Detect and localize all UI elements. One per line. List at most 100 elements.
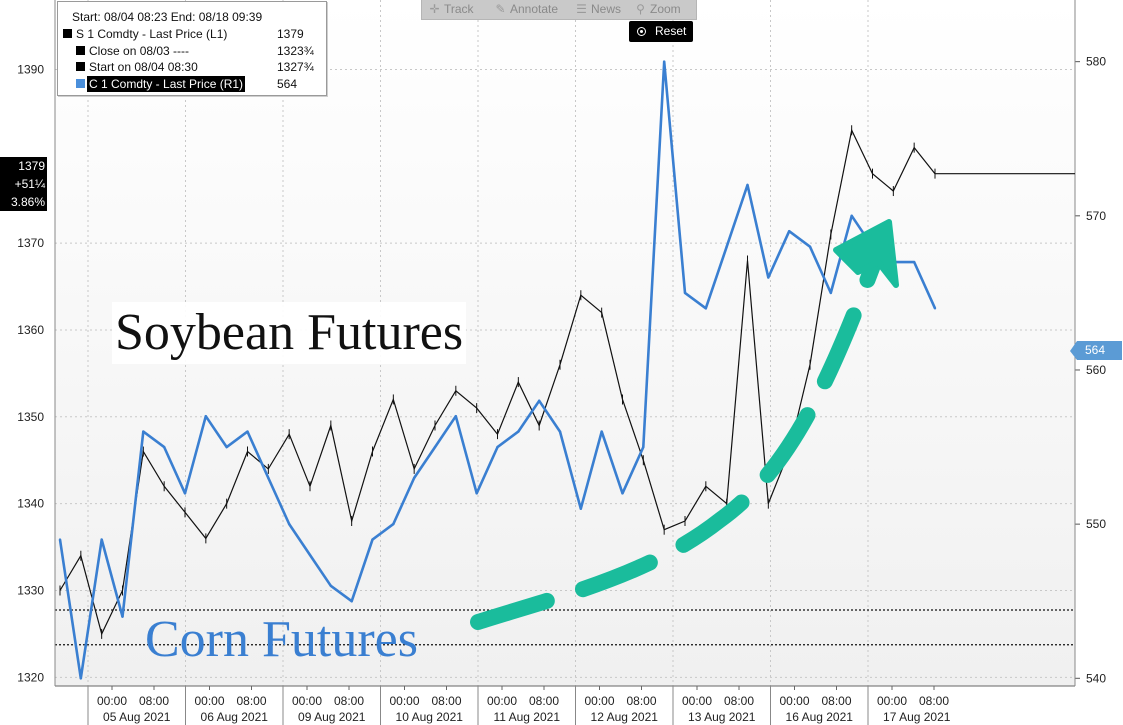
x-tick-label: 08:00 [236, 694, 266, 708]
corn-point [621, 492, 624, 495]
y-left-tick-label: 1320 [17, 670, 44, 684]
x-day-label: 16 Aug 2021 [786, 710, 854, 724]
track-button[interactable]: ✛ Track [428, 2, 474, 16]
trend-arrow-head [833, 219, 899, 288]
legend-label: C 1 Comdty - Last Price (R1) [87, 76, 246, 92]
y-left-tick-label: 1390 [17, 62, 44, 76]
corn-last-value: 564 [1085, 343, 1106, 357]
news-icon: ☰ [576, 2, 587, 16]
x-tick-label: 00:00 [682, 694, 712, 708]
legend-value: 564 [277, 77, 298, 91]
corn-point [308, 553, 312, 557]
corn-point [496, 445, 499, 449]
x-tick-label: 00:00 [487, 694, 517, 708]
news-button[interactable]: ☰ News [575, 2, 621, 16]
legend-swatch [76, 62, 85, 71]
corn-point [746, 183, 749, 187]
legend-row-start[interactable]: Start on 08/04 08:30 1327¾ [58, 59, 326, 75]
legend-header: Start: 08/04 08:23 End: 08/18 09:39 [72, 10, 263, 24]
x-tick-label: 08:00 [724, 694, 754, 708]
corn-point [933, 307, 937, 310]
track-label: Track [444, 2, 474, 16]
x-day-label: 06 Aug 2021 [201, 710, 269, 724]
corn-point [100, 538, 103, 541]
pencil-icon: ✎ [495, 2, 506, 16]
last-price: 1379 [18, 159, 45, 173]
corn-point [600, 430, 603, 433]
y-right-tick-label: 540 [1086, 671, 1106, 685]
legend-label: Start on 08/04 08:30 [89, 60, 198, 74]
y-right-tick-label: 580 [1086, 55, 1106, 69]
annotate-label: Annotate [510, 2, 559, 16]
y-left-tick-label: 1370 [17, 236, 44, 250]
x-day-label: 17 Aug 2021 [883, 710, 951, 724]
legend-row-corn[interactable]: C 1 Comdty - Last Price (R1) 564 [58, 76, 326, 92]
x-tick-label: 08:00 [919, 694, 949, 708]
price-change: +51¼ [14, 177, 45, 191]
y-right-tick-label: 570 [1086, 209, 1106, 223]
corn-point [912, 260, 916, 264]
corn-point [121, 615, 124, 618]
corn-last-tag: 564 [1070, 341, 1122, 360]
corn-point [183, 492, 187, 495]
corn-point [350, 600, 353, 603]
x-day-label: 13 Aug 2021 [688, 710, 756, 724]
magnifier-icon: ⚲ [636, 2, 645, 16]
corn-point [642, 445, 645, 449]
corn-point [79, 677, 83, 680]
corn-point [162, 445, 166, 449]
corn-point [142, 430, 145, 433]
corn-point [267, 476, 270, 480]
x-day-label: 11 Aug 2021 [493, 710, 560, 724]
last-price-box: 1379 +51¼ 3.86% [0, 157, 47, 211]
corn-point [579, 507, 583, 510]
x-tick-label: 00:00 [194, 694, 224, 708]
legend-header-row: Start: 08/04 08:23 End: 08/18 09:39 [58, 9, 326, 25]
reset-label: Reset [655, 24, 687, 38]
corn-point [412, 476, 416, 480]
x-tick-label: 08:00 [334, 694, 364, 708]
y-right-tick-label: 550 [1086, 517, 1106, 531]
corn-point [392, 522, 395, 526]
corn-point [808, 245, 812, 248]
price-change-pct: 3.86% [10, 195, 45, 209]
corn-point [371, 538, 374, 541]
legend-value: 1379 [277, 27, 304, 41]
y-left-tick-label: 1340 [17, 497, 44, 511]
x-tick-label: 08:00 [431, 694, 461, 708]
x-day-label: 05 Aug 2021 [103, 710, 171, 724]
corn-point [704, 307, 708, 310]
x-day-label: 12 Aug 2021 [591, 710, 659, 724]
corn-point [204, 415, 208, 418]
legend-swatch [76, 46, 85, 55]
legend-label: Close on 08/03 ---- [89, 44, 190, 58]
y-left-tick-label: 1330 [17, 583, 44, 597]
zoom-label: Zoom [650, 2, 681, 16]
corn-point [558, 430, 562, 433]
corn-annotation: Corn Futures [145, 611, 418, 668]
legend-row-soybean[interactable]: S 1 Comdty - Last Price (L1) 1379 [58, 26, 326, 42]
corn-point [517, 430, 520, 433]
x-tick-label: 08:00 [626, 694, 656, 708]
news-label: News [591, 2, 622, 16]
x-tick-label: 00:00 [292, 694, 322, 708]
legend-row-close[interactable]: Close on 08/03 ---- 1323¾ [58, 43, 326, 59]
trend-arrow-dashes [470, 252, 883, 630]
corn-point [475, 492, 478, 495]
legend-label: S 1 Comdty - Last Price (L1) [76, 27, 228, 41]
reset-button[interactable]: Reset [629, 21, 693, 42]
y-left-tick-label: 1350 [17, 410, 44, 424]
corn-point [246, 430, 249, 433]
x-tick-label: 00:00 [97, 694, 127, 708]
zoom-button[interactable]: ⚲ Zoom [634, 2, 681, 16]
legend-value: 1323¾ [277, 44, 314, 58]
corn-point [850, 214, 853, 218]
corn-point [433, 445, 437, 449]
corn-point [58, 538, 62, 541]
x-day-label: 09 Aug 2021 [298, 710, 366, 724]
chart-toolbar: ✛ Track ✎ Annotate ☰ News ⚲ Zoom [421, 0, 697, 20]
legend-swatch [63, 29, 72, 38]
corn-point [225, 445, 228, 449]
trend-arrow [470, 219, 899, 630]
annotate-button[interactable]: ✎ Annotate [494, 2, 558, 16]
